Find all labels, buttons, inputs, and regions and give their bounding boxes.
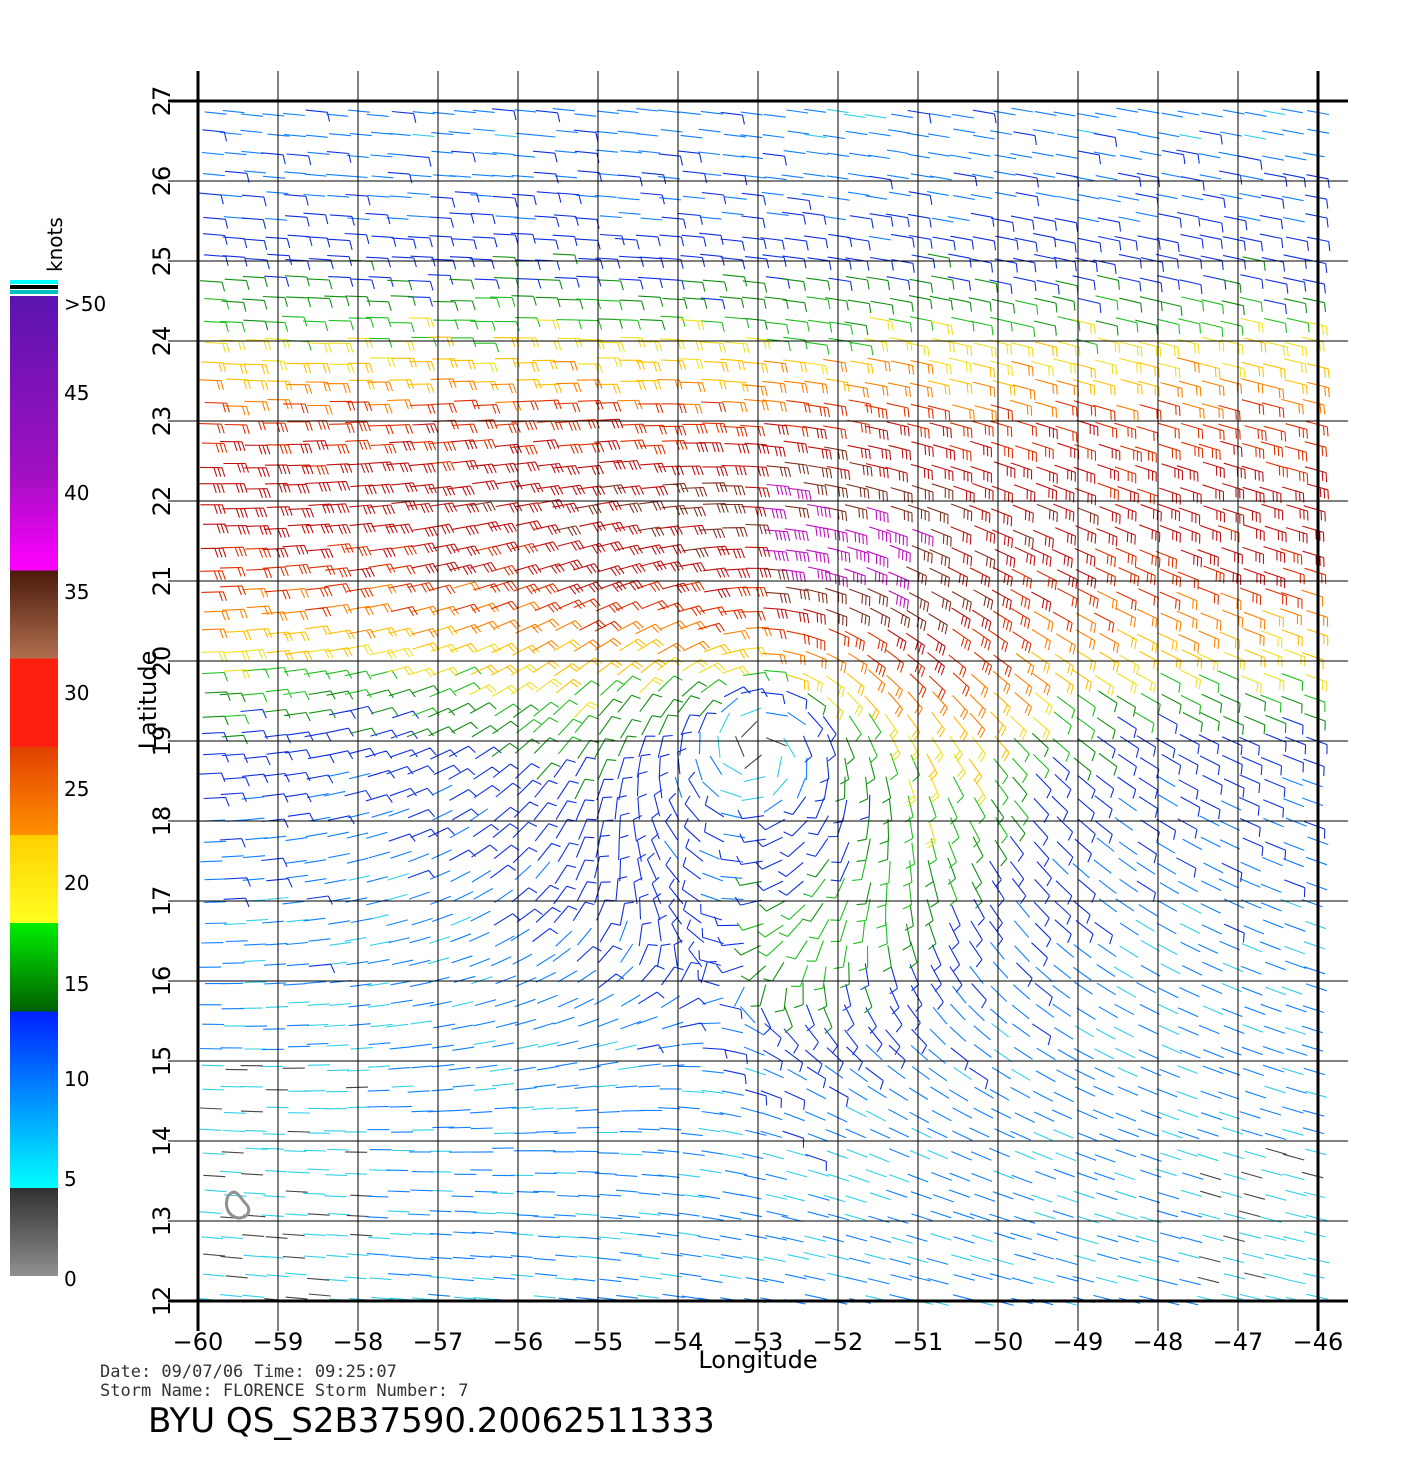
legend-label: 30 xyxy=(64,681,89,705)
storm-name-caption: Storm Name: FLORENCE Storm Number: 7 xyxy=(100,1381,468,1401)
file-id-caption: BYU QS_S2B37590.20062511333 xyxy=(148,1401,715,1441)
legend-colorbar xyxy=(10,296,58,1276)
wind-barbs-group xyxy=(198,357,1330,739)
y-tick-label: 16 xyxy=(148,966,176,997)
y-tick-label: 18 xyxy=(148,806,176,837)
x-tick-label: −58 xyxy=(333,1328,384,1356)
island-coastline xyxy=(224,1190,251,1220)
wind-barbs-group xyxy=(200,721,1324,1302)
x-tick-label: −60 xyxy=(173,1328,224,1356)
wind-barbs-group xyxy=(202,295,1326,991)
y-tick-label: 26 xyxy=(148,166,176,197)
wind-barbs-group xyxy=(199,108,1331,1171)
y-tick-label: 15 xyxy=(148,1046,176,1077)
legend-label: 0 xyxy=(64,1267,77,1291)
y-tick-label: 19 xyxy=(148,726,176,757)
legend-label: 20 xyxy=(64,871,89,895)
y-axis-title: Latitude xyxy=(134,651,162,750)
x-tick-label: −46 xyxy=(1293,1328,1344,1356)
y-tick-label: 12 xyxy=(148,1286,176,1317)
date-time-caption: Date: 09/07/06 Time: 09:25:07 xyxy=(100,1362,397,1382)
x-tick-label: −47 xyxy=(1213,1328,1264,1356)
y-tick-label: 27 xyxy=(148,86,176,117)
x-tick-label: −53 xyxy=(733,1328,784,1356)
speed-legend: knots >50 45 40 35 30 25 20 15 10 5 0 xyxy=(10,217,106,1291)
legend-label: 45 xyxy=(64,381,89,405)
y-tick-label: 20 xyxy=(148,646,176,677)
y-tick-label: 24 xyxy=(148,326,176,357)
x-tick-label: −59 xyxy=(253,1328,304,1356)
legend-label: 15 xyxy=(64,972,89,996)
x-axis-title: Longitude xyxy=(698,1346,817,1374)
legend-label: 10 xyxy=(64,1067,89,1091)
legend-label: 5 xyxy=(64,1167,77,1191)
x-tick-label: −54 xyxy=(653,1328,704,1356)
x-tick-label: −57 xyxy=(413,1328,464,1356)
wind-barbs-group xyxy=(199,418,1329,676)
legend-top-stripe-3 xyxy=(10,290,58,294)
y-tick-label: 23 xyxy=(148,406,176,437)
legend-title: knots xyxy=(43,217,67,272)
y-tick-label: 22 xyxy=(148,486,176,517)
x-tick-labels: −60 −59 −58 −57 −56 −55 −54 −53 −52 −51 −50 −49 −48 −… xyxy=(173,1328,1344,1356)
y-tick-label: 14 xyxy=(148,1126,176,1157)
legend-top-stripe-1 xyxy=(10,280,58,284)
lat-lon-grid xyxy=(168,71,1348,1331)
x-tick-label: −49 xyxy=(1053,1328,1104,1356)
y-tick-label: 25 xyxy=(148,246,176,277)
x-tick-label: −52 xyxy=(813,1328,864,1356)
x-tick-label: −55 xyxy=(573,1328,624,1356)
x-tick-label: −51 xyxy=(893,1328,944,1356)
y-tick-label: 21 xyxy=(148,566,176,597)
y-tick-label: 13 xyxy=(148,1206,176,1237)
wind-barbs-group xyxy=(469,446,1099,635)
x-tick-label: −56 xyxy=(493,1328,544,1356)
wind-barbs-group xyxy=(761,483,934,610)
x-tick-label: −48 xyxy=(1133,1328,1184,1356)
legend-top-stripe-2 xyxy=(10,285,58,289)
wind-barbs-group xyxy=(201,336,1330,785)
legend-label: 40 xyxy=(64,481,89,505)
wind-barbs-group xyxy=(199,107,1330,1306)
x-tick-label: −50 xyxy=(973,1328,1024,1356)
legend-label: 35 xyxy=(64,580,89,604)
legend-label: 25 xyxy=(64,777,89,801)
wind-barb-field xyxy=(198,107,1331,1306)
y-tick-labels: 12 13 14 15 16 17 18 19 20 21 22 23 24 25 26 27 xyxy=(148,86,176,1317)
y-tick-label: 17 xyxy=(148,886,176,917)
legend-label: >50 xyxy=(64,292,106,316)
wind-barbs-group xyxy=(200,253,1327,1035)
